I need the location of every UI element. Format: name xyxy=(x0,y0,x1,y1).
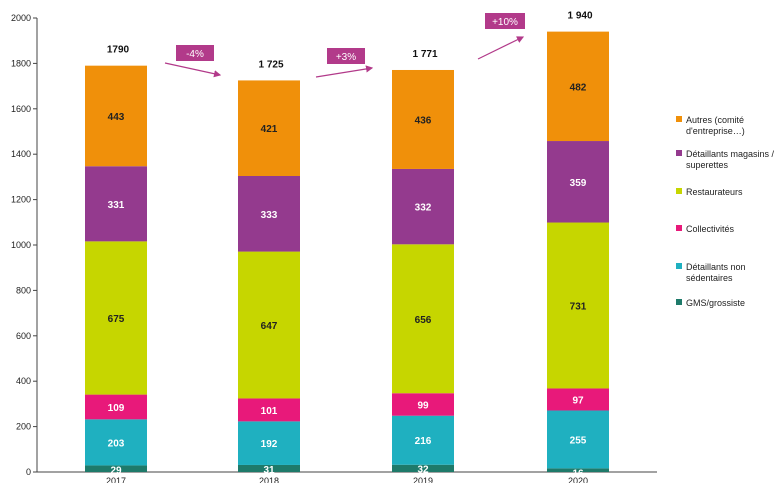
legend-label: Détaillants magasins / xyxy=(686,149,774,159)
bar-value-label: 29 xyxy=(110,465,122,476)
delta-label: +3% xyxy=(336,52,356,63)
bar-value-label: 97 xyxy=(572,395,584,406)
bar-segment xyxy=(392,415,454,465)
bar-value-label: 359 xyxy=(570,178,587,189)
legend-swatch xyxy=(676,225,682,231)
total-label: 1 771 xyxy=(412,49,437,60)
total-label: 1790 xyxy=(107,45,130,56)
y-tick-label: 1600 xyxy=(11,104,31,114)
bar-segment xyxy=(392,168,454,245)
delta-badge xyxy=(176,45,214,61)
bar-value-label: 203 xyxy=(108,438,125,449)
y-tick-label: 2000 xyxy=(11,13,31,23)
bar-segment xyxy=(392,393,454,416)
bar-segment xyxy=(238,421,300,465)
bar-segment xyxy=(238,175,300,252)
legend-swatch xyxy=(676,188,682,194)
bar-value-label: 647 xyxy=(261,321,278,332)
bar-value-label: 675 xyxy=(108,314,125,325)
bar-value-label: 332 xyxy=(415,203,432,214)
y-tick-label: 800 xyxy=(16,285,31,295)
bar-segment xyxy=(85,241,147,395)
delta-arrow xyxy=(477,36,525,60)
legend-label: GMS/grossiste xyxy=(686,298,745,308)
bar-segment xyxy=(85,166,147,242)
delta-badge xyxy=(327,48,365,64)
bar-segment xyxy=(547,31,609,142)
delta-label: -4% xyxy=(186,49,204,60)
bar-segment xyxy=(238,398,300,422)
x-tick-label: 2020 xyxy=(568,476,588,483)
bar-segment xyxy=(547,222,609,389)
bar-segment xyxy=(85,65,147,167)
y-tick-label: 400 xyxy=(16,376,31,386)
legend-label: superettes xyxy=(686,160,729,170)
bar-segment xyxy=(547,410,609,469)
bar-value-label: 436 xyxy=(415,115,432,126)
legend-label: Détaillants non xyxy=(686,262,746,272)
bar-value-label: 656 xyxy=(415,315,432,326)
delta-arrow xyxy=(315,65,374,78)
bar-value-label: 31 xyxy=(263,465,275,476)
bar-value-label: 32 xyxy=(417,465,429,476)
bar-value-label: 731 xyxy=(570,301,587,312)
bar-value-label: 216 xyxy=(415,436,432,447)
bar-segment xyxy=(392,244,454,394)
bar-segment xyxy=(238,464,300,472)
delta-arrow xyxy=(164,62,222,78)
bar-segment xyxy=(85,465,147,472)
bar-segment xyxy=(547,388,609,411)
legend-label: d'entreprise…) xyxy=(686,126,745,136)
bar-segment xyxy=(85,419,147,466)
legend-swatch xyxy=(676,263,682,269)
y-tick-label: 200 xyxy=(16,422,31,432)
bar-value-label: 333 xyxy=(261,210,278,221)
y-axis: 0 200 400 600 800 1000 1200 1400 1600 1800 2000 xyxy=(11,13,38,477)
bar-value-label: 109 xyxy=(108,403,125,414)
total-labels: 1790 1 725 1 771 1 940 xyxy=(107,11,593,71)
legend-swatch xyxy=(676,299,682,305)
bar-value-label: 99 xyxy=(417,400,429,411)
y-tick-label: 600 xyxy=(16,331,31,341)
legend-label: Autres (comité xyxy=(686,115,744,125)
bar-segment xyxy=(547,468,609,472)
delta-label: +10% xyxy=(492,17,518,28)
bars: 29 203 109 675 331 443 31 192 101 647 333 421 32 216 9… xyxy=(85,31,609,479)
bar-segment xyxy=(392,69,454,169)
bar-value-label: 421 xyxy=(261,124,278,135)
bar-value-label: 255 xyxy=(570,435,587,446)
x-tick-label: 2017 xyxy=(106,476,126,483)
bar-segment xyxy=(85,394,147,420)
bar-value-label: 331 xyxy=(108,200,125,211)
total-label: 1 940 xyxy=(567,11,592,22)
y-tick-label: 1800 xyxy=(11,58,31,68)
delta-badge xyxy=(485,13,525,29)
bar-value-label: 482 xyxy=(570,82,587,93)
bar-segment xyxy=(547,141,609,223)
bar-segment xyxy=(238,251,300,399)
total-label: 1 725 xyxy=(258,59,283,70)
bar-segment xyxy=(392,464,454,472)
bar-segment xyxy=(238,80,300,176)
delta-annotations: -4% +3% +10% xyxy=(164,13,525,78)
y-tick-label: 1000 xyxy=(11,240,31,250)
legend-label: sédentaires xyxy=(686,273,733,283)
legend-swatch xyxy=(676,150,682,156)
bar-value-label: 443 xyxy=(108,112,125,123)
legend-swatch xyxy=(676,116,682,122)
x-tick-label: 2019 xyxy=(413,476,433,483)
bar-value-label: 101 xyxy=(261,406,278,417)
legend-label: Collectivités xyxy=(686,224,735,234)
y-tick-label: 0 xyxy=(26,467,31,477)
bar-value-label: 192 xyxy=(261,439,278,450)
x-axis: 2017 2018 2019 2020 xyxy=(37,471,657,483)
y-tick-label: 1400 xyxy=(11,149,31,159)
x-tick-label: 2018 xyxy=(259,476,279,483)
bar-value-label: 16 xyxy=(572,468,584,479)
legend-label: Restaurateurs xyxy=(686,187,743,197)
y-tick-label: 1200 xyxy=(11,195,31,205)
